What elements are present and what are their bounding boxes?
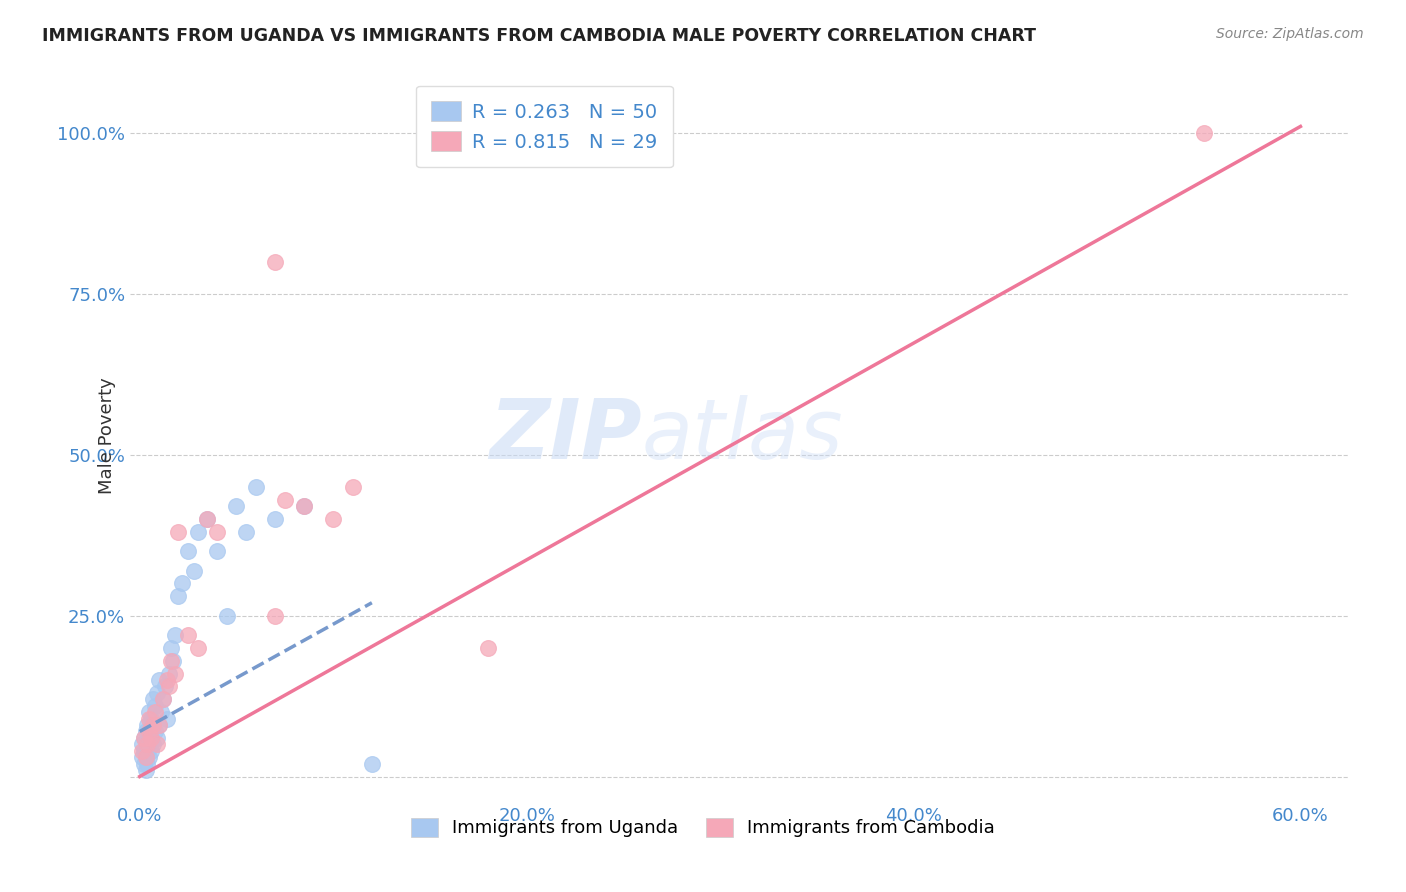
Point	[360, 756, 382, 771]
Point	[134, 750, 156, 764]
Point	[148, 718, 170, 732]
Point	[134, 763, 156, 777]
Point	[274, 492, 297, 507]
Point	[157, 680, 180, 694]
Point	[187, 640, 209, 655]
Point	[141, 731, 163, 745]
Point	[142, 718, 165, 732]
Point	[215, 608, 238, 623]
Text: IMMIGRANTS FROM UGANDA VS IMMIGRANTS FROM CAMBODIA MALE POVERTY CORRELATION CHAR: IMMIGRANTS FROM UGANDA VS IMMIGRANTS FRO…	[42, 27, 1036, 45]
Point	[264, 608, 287, 623]
Point	[292, 499, 315, 513]
Point	[136, 744, 159, 758]
Point	[138, 737, 160, 751]
Point	[225, 499, 247, 513]
Point	[146, 737, 169, 751]
Point	[148, 673, 170, 687]
Point	[197, 512, 219, 526]
Point	[132, 744, 155, 758]
Point	[156, 673, 179, 687]
Point	[146, 731, 169, 745]
Point	[177, 628, 200, 642]
Point	[141, 712, 163, 726]
Point	[131, 744, 153, 758]
Point	[183, 564, 205, 578]
Point	[131, 737, 153, 751]
Point	[167, 524, 190, 539]
Point	[146, 686, 169, 700]
Point	[197, 512, 219, 526]
Point	[142, 692, 165, 706]
Point	[292, 499, 315, 513]
Point	[138, 724, 160, 739]
Point	[152, 692, 174, 706]
Point	[205, 544, 228, 558]
Y-axis label: Male Poverty: Male Poverty	[98, 377, 117, 494]
Point	[143, 698, 166, 713]
Point	[136, 718, 159, 732]
Point	[132, 731, 155, 745]
Point	[172, 576, 194, 591]
Point	[138, 724, 160, 739]
Point	[150, 705, 173, 719]
Point	[134, 724, 156, 739]
Point	[148, 718, 170, 732]
Point	[141, 744, 163, 758]
Point	[163, 666, 186, 681]
Point	[142, 737, 165, 751]
Point	[322, 512, 344, 526]
Point	[157, 666, 180, 681]
Point	[136, 756, 159, 771]
Point	[143, 724, 166, 739]
Text: Source: ZipAtlas.com: Source: ZipAtlas.com	[1216, 27, 1364, 41]
Point	[159, 640, 181, 655]
Point	[235, 524, 257, 539]
Point	[156, 712, 179, 726]
Point	[163, 628, 186, 642]
Point	[187, 524, 209, 539]
Point	[132, 756, 155, 771]
Point	[142, 718, 165, 732]
Point	[167, 590, 190, 604]
Point	[138, 750, 160, 764]
Point	[477, 640, 499, 655]
Point	[134, 750, 156, 764]
Point	[136, 737, 159, 751]
Text: ZIP: ZIP	[489, 395, 643, 476]
Point	[264, 512, 287, 526]
Point	[141, 731, 163, 745]
Point	[162, 654, 184, 668]
Point	[153, 680, 176, 694]
Point	[131, 750, 153, 764]
Point	[143, 705, 166, 719]
Point	[132, 731, 155, 745]
Point	[342, 480, 364, 494]
Point	[245, 480, 267, 494]
Point	[152, 692, 174, 706]
Text: atlas: atlas	[643, 395, 844, 476]
Point	[138, 712, 160, 726]
Point	[138, 705, 160, 719]
Point	[177, 544, 200, 558]
Legend: Immigrants from Uganda, Immigrants from Cambodia: Immigrants from Uganda, Immigrants from …	[404, 811, 1002, 845]
Point	[264, 254, 287, 268]
Point	[1192, 126, 1215, 140]
Point	[159, 654, 181, 668]
Point	[136, 737, 159, 751]
Point	[205, 524, 228, 539]
